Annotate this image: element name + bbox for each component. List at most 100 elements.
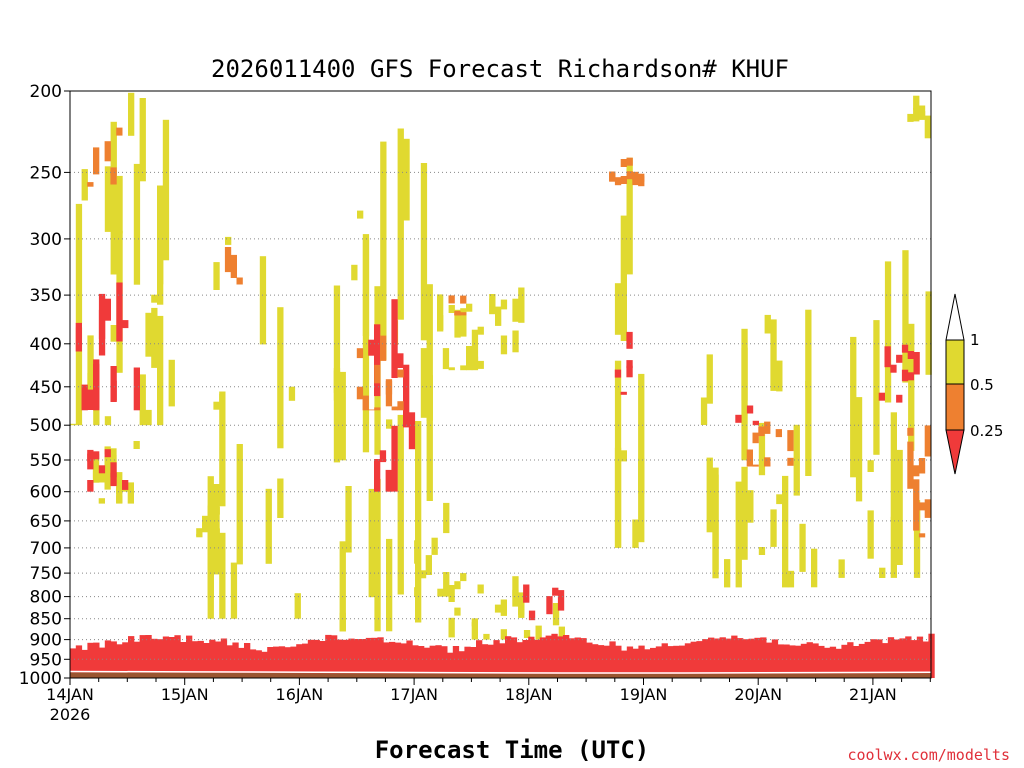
heatmap-cell (225, 236, 232, 245)
heatmap-cell (92, 453, 100, 479)
x-axis: 14JAN 15JAN 16JAN 17JAN 18JAN 19JAN 20JAN 21JAN (46, 678, 931, 704)
heatmap-cell (277, 478, 284, 518)
heatmap-cell (365, 637, 373, 678)
heatmap-cell (777, 644, 784, 678)
heatmap-cell (209, 639, 216, 678)
heatmap-cell (546, 596, 553, 615)
heatmap-cell (368, 488, 375, 598)
heatmap-cell (558, 626, 565, 640)
heatmap-cell (500, 599, 507, 616)
heatmap-cell (236, 277, 243, 285)
heatmap-cell (580, 638, 587, 678)
heatmap-cell (489, 298, 496, 314)
heatmap-cell (901, 344, 909, 353)
heatmap-cell (443, 502, 450, 534)
heatmap-cell (139, 374, 146, 426)
heatmap-cell (448, 367, 455, 371)
heatmap-cell (655, 646, 663, 678)
heatmap-cell (499, 643, 506, 678)
heatmap-cell (133, 367, 140, 411)
heatmap-cell (775, 429, 782, 438)
heatmap-cell (454, 607, 461, 616)
heatmap-cell (425, 555, 432, 575)
heatmap-cell (557, 636, 564, 678)
heatmap-cell (394, 642, 402, 678)
legend-label: 1 (970, 331, 980, 349)
heatmap-cell (908, 323, 915, 451)
heatmap-cell (196, 534, 203, 538)
heatmap-cell (614, 177, 622, 186)
heatmap-cell (847, 642, 854, 678)
heatmap-cell (397, 353, 404, 368)
heatmap-region-1 (75, 282, 140, 411)
heatmap-cell (609, 171, 616, 181)
heatmap-cell (907, 113, 914, 122)
heatmap-cell (545, 635, 552, 678)
heatmap-cell (168, 359, 175, 407)
heatmap-cell (75, 322, 82, 352)
heatmap-cell (202, 515, 209, 527)
heatmap-cell (230, 562, 238, 619)
heatmap-cell (362, 234, 370, 453)
heatmap-cell (374, 478, 381, 632)
heatmap-cell (758, 547, 766, 555)
heatmap-cell (696, 641, 703, 678)
heatmap-cell (81, 384, 88, 411)
heatmap-cell (667, 646, 674, 678)
heatmap-cell (110, 641, 117, 678)
heatmap-cell (787, 457, 794, 466)
heatmap-cell (122, 642, 129, 678)
heatmap-cell (731, 635, 738, 678)
heatmap-cell (447, 652, 454, 678)
heatmap-cell (702, 639, 709, 678)
heatmap-cell (539, 637, 547, 678)
heatmap-cell (98, 309, 106, 356)
heatmap-cell (626, 171, 633, 180)
heatmap-cell (741, 347, 748, 461)
heatmap-cell (928, 633, 935, 678)
heatmap-cell (620, 159, 627, 167)
heatmap-cell (81, 649, 88, 678)
heatmap-cell (145, 409, 152, 426)
heatmap-cell (116, 472, 123, 495)
heatmap-cell (302, 643, 309, 678)
grid-lines (70, 171, 931, 660)
heatmap-cell (219, 391, 226, 507)
heatmap-cell (896, 449, 903, 565)
plot-area (69, 92, 935, 678)
heatmap-cell (356, 348, 364, 359)
y-tick-label: 450 (30, 378, 62, 398)
heatmap-cell (379, 450, 387, 463)
heatmap-cell (362, 395, 369, 411)
heatmap-region-10 (356, 335, 404, 411)
heatmap-cell (764, 421, 771, 434)
heatmap-cell (867, 460, 874, 472)
heatmap-cell (764, 457, 771, 467)
y-tick-label: 350 (30, 286, 62, 306)
heatmap-cell (754, 637, 761, 678)
heatmap-cell (512, 298, 519, 322)
heatmap-cell (426, 375, 433, 501)
heatmap-cell (795, 645, 802, 678)
legend-swatch (945, 339, 965, 385)
heatmap-cell (878, 392, 885, 401)
heatmap-cell (766, 642, 773, 678)
heatmap-cell (471, 618, 478, 627)
heatmap-cell (230, 254, 237, 267)
heatmap-cell (443, 572, 450, 597)
heatmap-cell (448, 585, 455, 602)
heatmap-cell (460, 308, 467, 337)
heatmap-cell (435, 645, 442, 678)
heatmap-cell (626, 646, 634, 678)
heatmap-cell (758, 426, 765, 437)
heatmap-cell (87, 335, 94, 391)
heatmap-cell (918, 105, 926, 120)
heatmap-cell (220, 638, 228, 678)
heatmap-cell (98, 471, 105, 483)
heatmap-cell (902, 250, 909, 383)
heatmap-cell (265, 488, 272, 564)
heatmap-cell (290, 646, 297, 678)
heatmap-cell (386, 419, 393, 429)
y-tick-label: 550 (30, 451, 62, 471)
heatmap-cell (746, 449, 753, 467)
